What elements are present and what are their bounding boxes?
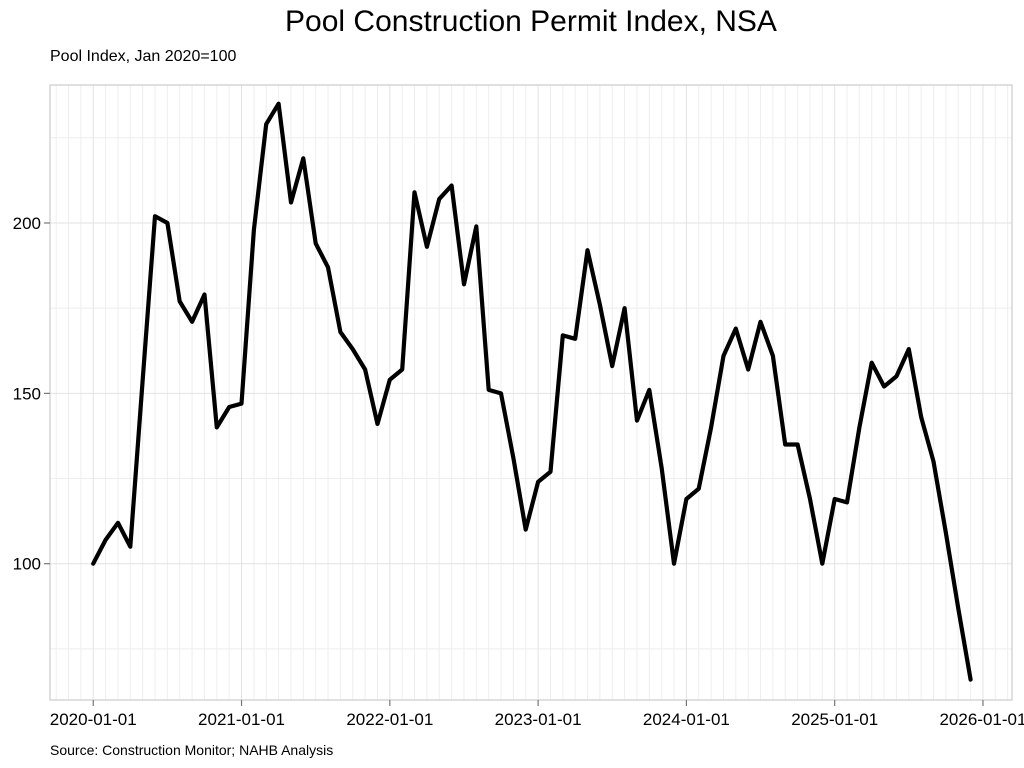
y-tick-label: 150 bbox=[13, 384, 41, 403]
x-tick-label: 2024-01-01 bbox=[643, 710, 730, 729]
data-line-pool-index bbox=[91, 101, 973, 682]
y-tick-label: 200 bbox=[13, 214, 41, 233]
y-axis: 100 150 200 bbox=[13, 214, 50, 574]
x-tick-label: 2020-01-01 bbox=[50, 710, 137, 729]
grid-major bbox=[50, 85, 1012, 700]
x-axis: 2020-01-01 2021-01-01 2022-01-01 2023-01-01… bbox=[50, 700, 1024, 729]
chart-subtitle: Pool Index, Jan 2020=100 bbox=[50, 48, 237, 65]
x-tick-label: 2022-01-01 bbox=[346, 710, 433, 729]
x-tick-label: 2023-01-01 bbox=[495, 710, 582, 729]
y-tick-label: 100 bbox=[13, 555, 41, 574]
x-tick-label: 2026-01-01 bbox=[939, 710, 1024, 729]
source-caption: Source: Construction Monitor; NAHB Analy… bbox=[50, 742, 334, 758]
panel-border bbox=[49, 84, 1013, 701]
x-tick-label: 2025-01-01 bbox=[791, 710, 878, 729]
x-tick-label: 2021-01-01 bbox=[198, 710, 285, 729]
chart-title: Pool Construction Permit Index, NSA bbox=[285, 5, 777, 38]
